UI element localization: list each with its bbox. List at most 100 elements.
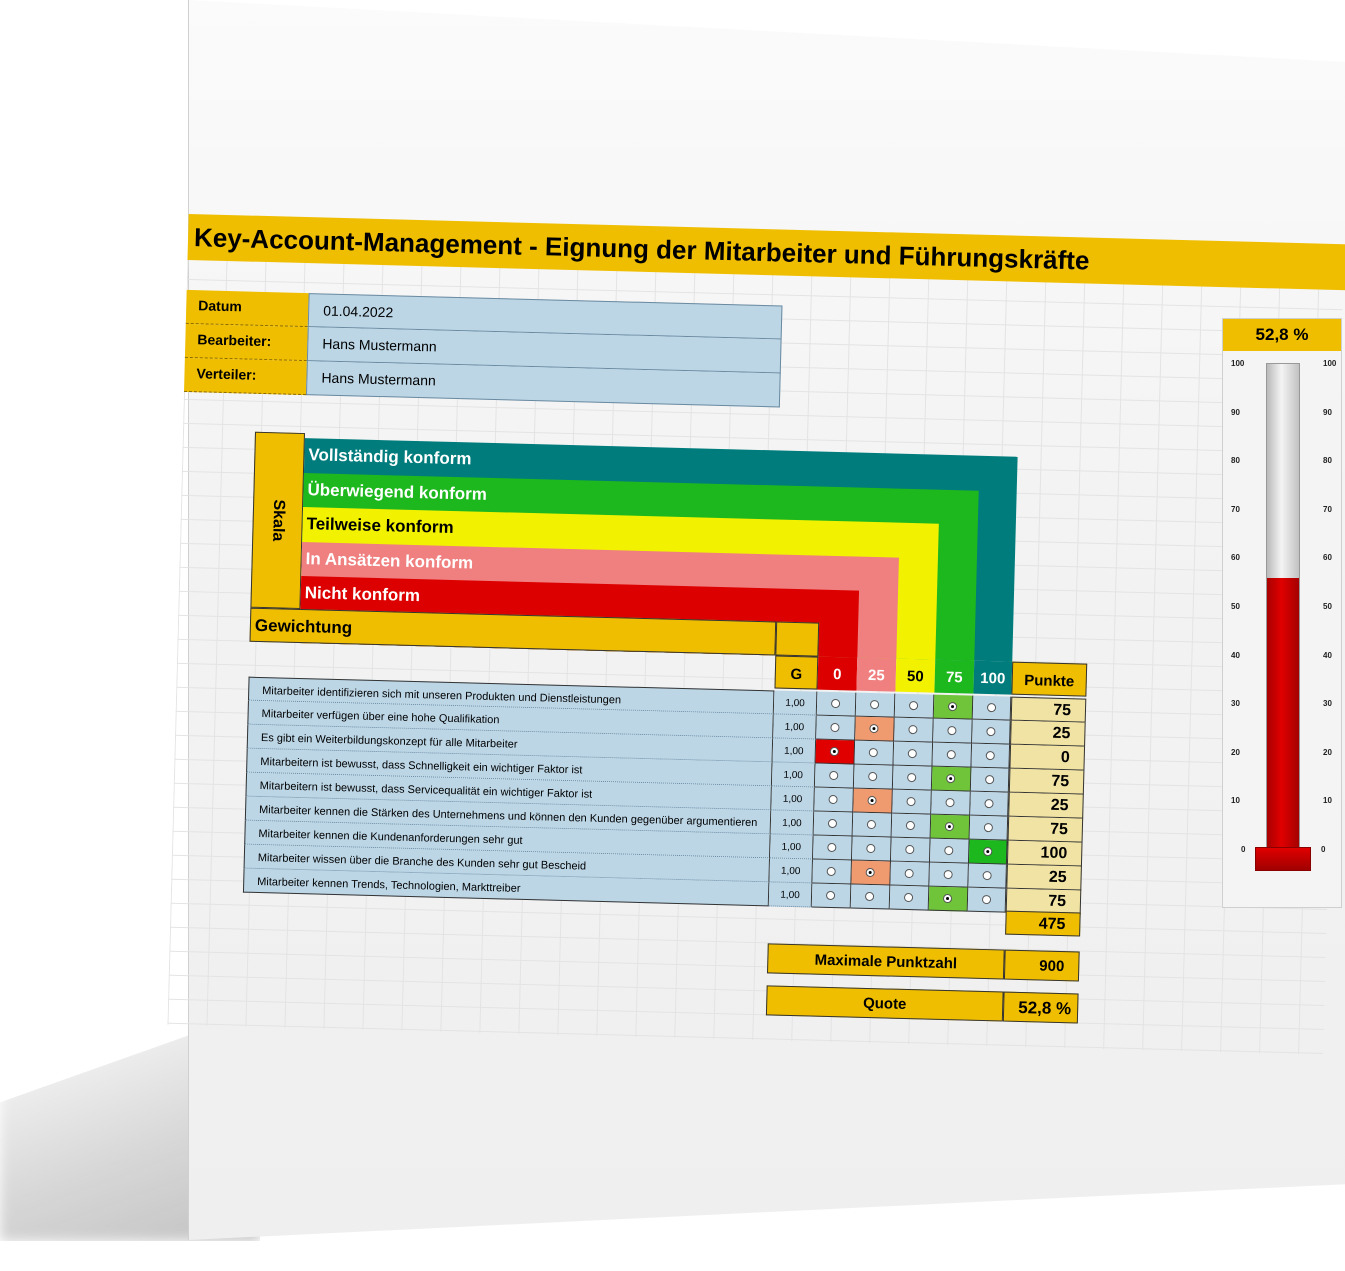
rating-radio[interactable] (946, 749, 956, 759)
rating-radio[interactable] (826, 866, 836, 876)
rating-cell-100[interactable] (970, 767, 1010, 793)
rating-radio[interactable] (985, 750, 995, 760)
rating-cell-50[interactable] (891, 813, 932, 839)
rating-radio[interactable] (868, 747, 878, 757)
rating-radio[interactable] (864, 891, 875, 901)
rating-radio[interactable] (907, 748, 917, 758)
rating-cell-0[interactable] (814, 787, 854, 813)
rating-cell-75[interactable] (931, 790, 971, 816)
rating-radio[interactable] (869, 723, 879, 733)
rating-cell-25[interactable] (855, 692, 896, 718)
criterion-weight[interactable]: 1,00 (770, 810, 815, 836)
rating-cell-0[interactable] (816, 691, 857, 717)
rating-cell-25[interactable] (854, 740, 895, 766)
criterion-weight[interactable]: 1,00 (770, 834, 814, 860)
rating-radio[interactable] (907, 772, 917, 782)
rating-cell-100[interactable] (967, 887, 1007, 913)
rating-radio[interactable] (982, 846, 992, 856)
rating-cell-50[interactable] (890, 861, 930, 887)
rating-cell-0[interactable] (815, 739, 856, 765)
rating-radio[interactable] (866, 843, 876, 853)
rating-radio[interactable] (945, 797, 955, 807)
rating-radio[interactable] (983, 798, 994, 808)
rating-radio[interactable] (904, 868, 914, 878)
rating-cell-75[interactable] (933, 694, 974, 720)
rating-cell-50[interactable] (890, 837, 931, 863)
rating-cell-25[interactable] (852, 812, 893, 838)
rating-cell-50[interactable] (889, 885, 930, 911)
rating-radio[interactable] (903, 892, 914, 902)
rating-radio[interactable] (983, 822, 993, 832)
rating-cell-0[interactable] (812, 835, 853, 861)
rating-radio[interactable] (905, 820, 916, 830)
rating-cell-100[interactable] (972, 719, 1011, 745)
rating-cell-50[interactable] (893, 741, 934, 767)
rating-radio[interactable] (946, 773, 956, 783)
rating-cell-75[interactable] (931, 766, 972, 792)
rating-radio[interactable] (982, 870, 992, 880)
rating-radio[interactable] (829, 770, 839, 780)
rating-cell-25[interactable] (853, 764, 894, 790)
rating-radio[interactable] (944, 821, 955, 831)
rating-cell-0[interactable] (814, 763, 855, 789)
rating-cell-25[interactable] (855, 716, 895, 742)
criterion-weight[interactable]: 1,00 (773, 714, 817, 740)
rating-radio[interactable] (827, 818, 838, 828)
rating-cell-100[interactable] (972, 695, 1012, 721)
rating-radio[interactable] (827, 842, 837, 852)
rating-radio[interactable] (830, 722, 840, 732)
rating-cell-75[interactable] (928, 886, 969, 912)
rating-radio[interactable] (942, 893, 953, 903)
rating-cell-100[interactable] (968, 863, 1007, 889)
rating-cell-100[interactable] (970, 791, 1009, 817)
rating-cell-100[interactable] (969, 815, 1009, 841)
rating-radio[interactable] (866, 819, 877, 829)
rating-radio[interactable] (869, 699, 880, 709)
rating-radio[interactable] (828, 794, 838, 804)
criterion-weight[interactable]: 1,00 (771, 786, 815, 812)
criterion-weight[interactable]: 1,00 (771, 762, 816, 788)
rating-cell-75[interactable] (933, 718, 973, 744)
rating-cell-25[interactable] (850, 884, 891, 910)
rating-cell-50[interactable] (894, 693, 935, 719)
criterion-weight[interactable]: 1,00 (768, 882, 813, 908)
rating-radio[interactable] (867, 795, 877, 805)
rating-radio[interactable] (947, 701, 958, 711)
rating-cell-75[interactable] (929, 838, 970, 864)
rating-radio[interactable] (829, 746, 839, 756)
criterion-weight[interactable]: 1,00 (773, 690, 818, 716)
rating-cell-75[interactable] (929, 862, 969, 888)
rating-cell-0[interactable] (813, 811, 854, 837)
rating-radio[interactable] (830, 698, 841, 708)
rating-radio[interactable] (985, 726, 996, 736)
rating-radio[interactable] (825, 890, 836, 900)
thermometer-tick-right: 60 (1323, 553, 1332, 563)
rating-radio[interactable] (908, 724, 918, 734)
rating-cell-100[interactable] (968, 839, 1008, 865)
criterion-weight[interactable]: 1,00 (769, 858, 813, 884)
rating-radio[interactable] (981, 894, 991, 904)
rating-radio[interactable] (943, 869, 953, 879)
rating-cell-50[interactable] (892, 789, 932, 815)
rating-cell-75[interactable] (932, 742, 973, 768)
rating-cell-25[interactable] (851, 860, 891, 886)
rating-cell-75[interactable] (930, 814, 971, 840)
rating-cell-0[interactable] (816, 715, 856, 741)
rating-radio[interactable] (905, 844, 915, 854)
rating-radio[interactable] (868, 771, 878, 781)
rating-radio[interactable] (986, 702, 996, 712)
criterion-weight[interactable]: 1,00 (772, 738, 817, 764)
rating-radio[interactable] (947, 725, 957, 735)
rating-cell-50[interactable] (894, 717, 934, 743)
rating-cell-25[interactable] (853, 788, 893, 814)
rating-cell-0[interactable] (812, 859, 852, 885)
rating-radio[interactable] (984, 774, 994, 784)
rating-cell-50[interactable] (892, 765, 933, 791)
rating-cell-100[interactable] (971, 743, 1011, 769)
rating-radio[interactable] (908, 700, 919, 710)
rating-cell-25[interactable] (851, 836, 892, 862)
rating-radio[interactable] (944, 845, 954, 855)
rating-radio[interactable] (906, 796, 916, 806)
rating-cell-0[interactable] (811, 883, 852, 909)
rating-radio[interactable] (865, 867, 875, 877)
